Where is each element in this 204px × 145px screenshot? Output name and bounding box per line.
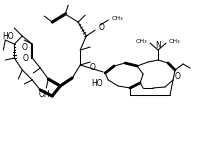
Text: CH₃: CH₃: [169, 39, 181, 44]
Text: OH: OH: [38, 90, 50, 99]
Text: O: O: [22, 54, 28, 62]
Text: N: N: [155, 41, 161, 50]
Text: O: O: [98, 23, 104, 32]
Text: O: O: [21, 42, 27, 51]
Text: HO: HO: [92, 79, 103, 88]
Text: O: O: [175, 72, 181, 81]
Text: CH₃: CH₃: [135, 39, 147, 44]
Text: HO: HO: [3, 32, 14, 41]
Text: O: O: [89, 62, 95, 71]
Text: CH₃: CH₃: [111, 16, 123, 21]
